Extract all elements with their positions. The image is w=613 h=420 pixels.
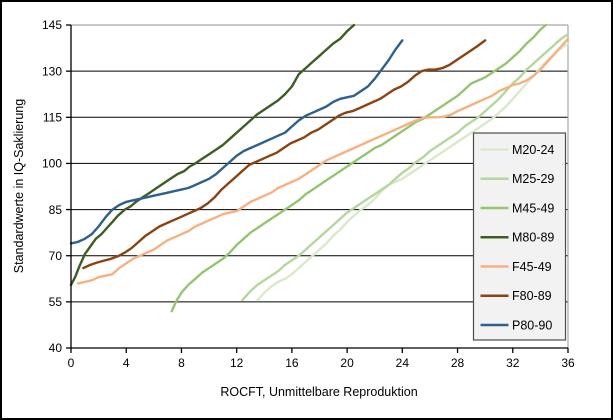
legend-label-F80-89: F80-89	[512, 289, 552, 303]
series-lines	[69, 23, 570, 313]
series-line-F45-49	[76, 37, 570, 285]
legend-item-M80-89: M80-89	[480, 231, 554, 245]
legend-item-P80-90: P80-90	[480, 318, 552, 332]
y-tick-label-55: 55	[49, 295, 63, 309]
y-tick-label-100: 100	[42, 157, 62, 171]
series-line-M20-24	[256, 42, 570, 302]
legend-item-M45-49: M45-49	[480, 201, 554, 215]
y-axis-title: Standardwerte in IQ-Saklierung	[12, 99, 26, 273]
series-line-M45-49	[170, 23, 548, 313]
y-tick-label-115: 115	[43, 110, 62, 124]
legend-label-M20-24: M20-24	[512, 143, 554, 157]
x-tick-label-0: 0	[68, 356, 75, 370]
legend-label-M80-89: M80-89	[512, 231, 554, 245]
legend-item-M20-24: M20-24	[480, 143, 554, 157]
series-line-P80-90	[69, 39, 404, 245]
x-tick-label-20: 20	[340, 356, 354, 370]
x-tick-label-24: 24	[396, 356, 410, 370]
y-tick-label-40: 40	[49, 341, 63, 355]
legend-label-P80-90: P80-90	[512, 318, 552, 332]
y-tick-labels: 40 55 70 85 100 115 130 145	[42, 18, 62, 355]
legend-label-M25-29: M25-29	[512, 172, 554, 186]
y-tick-label-145: 145	[42, 18, 62, 32]
legend-item-F80-89: F80-89	[480, 289, 552, 303]
legend-item-M25-29: M25-29	[480, 172, 554, 186]
x-tick-label-4: 4	[123, 356, 130, 370]
plot-border	[71, 24, 569, 348]
legend-label-M45-49: M45-49	[512, 201, 554, 215]
series-line-M80-89	[69, 23, 356, 287]
legend-item-F45-49: F45-49	[480, 260, 552, 274]
x-tick-label-36: 36	[561, 356, 575, 370]
y-tick-label-85: 85	[49, 203, 63, 217]
axes	[66, 24, 569, 353]
x-tick-label-12: 12	[230, 356, 244, 370]
x-tick-label-28: 28	[451, 356, 465, 370]
y-tick-label-70: 70	[49, 249, 63, 263]
x-tick-label-32: 32	[506, 356, 520, 370]
x-tick-labels: 0 4 8 12 16 20 24 28 32 36	[68, 356, 575, 370]
legend-label-F45-49: F45-49	[512, 260, 552, 274]
x-tick-label-16: 16	[285, 356, 299, 370]
y-tick-label-130: 130	[42, 64, 62, 78]
series-line-M25-29	[240, 33, 570, 302]
x-tick-label-8: 8	[178, 356, 185, 370]
x-axis-title: ROCFT, Unmittelbare Reproduktion	[220, 385, 417, 399]
legend: M20-24 M25-29 M45-49 M80-89 F45-49 F80-89 P80-…	[472, 132, 567, 341]
series-line-F80-89	[82, 39, 487, 270]
